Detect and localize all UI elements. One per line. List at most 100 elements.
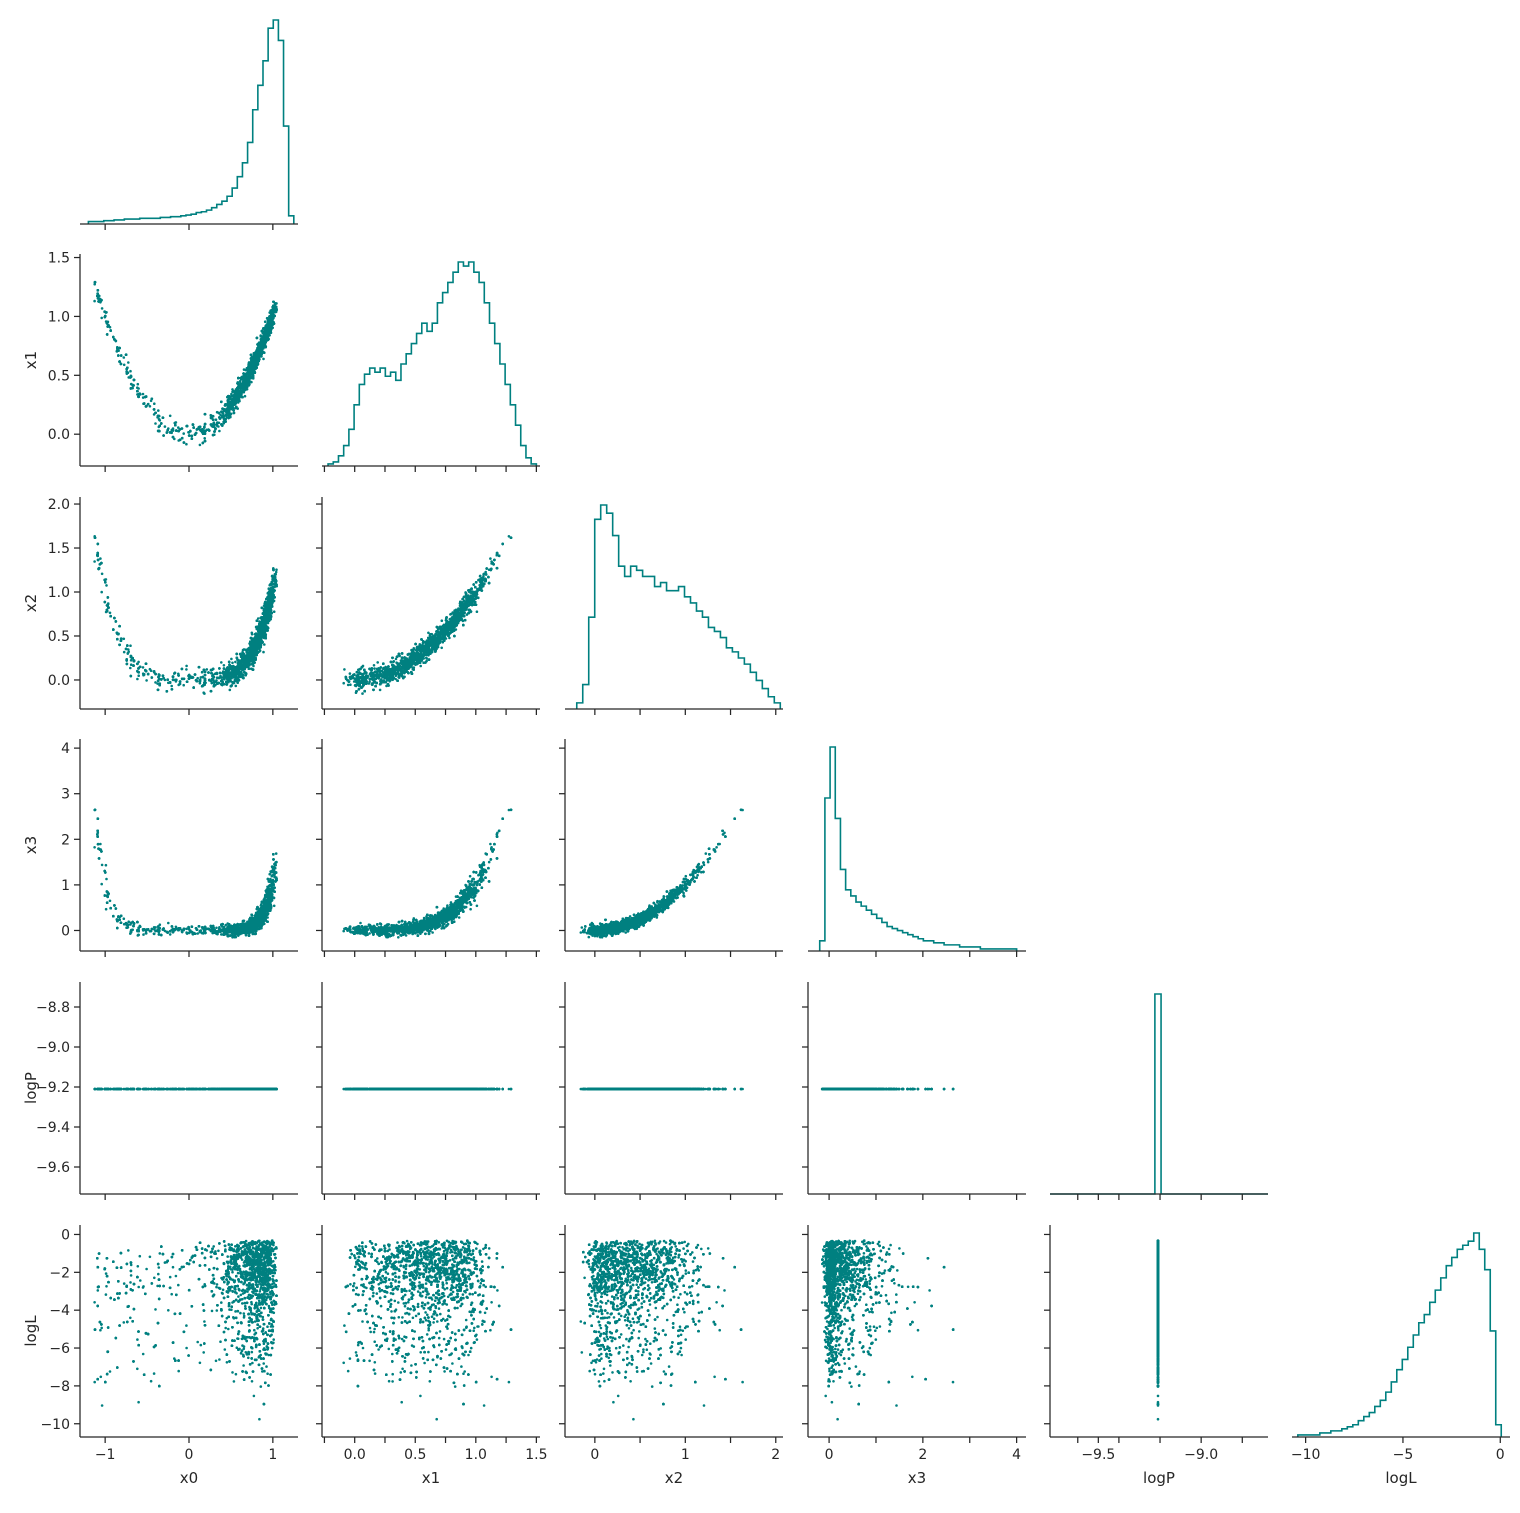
scatter-point bbox=[149, 399, 153, 403]
histogram-x0 bbox=[87, 19, 295, 224]
scatter-point bbox=[154, 422, 157, 425]
scatter-point bbox=[137, 395, 140, 399]
scatter-point bbox=[157, 409, 160, 412]
scatter-point bbox=[228, 415, 232, 418]
scatter-point bbox=[105, 584, 108, 587]
scatter-point bbox=[97, 294, 101, 298]
scatter-point bbox=[272, 304, 275, 308]
scatter-point bbox=[226, 398, 230, 402]
scatter-point bbox=[228, 688, 232, 692]
scatter-point bbox=[264, 337, 267, 340]
scatter-point bbox=[221, 411, 224, 415]
scatter-point bbox=[100, 307, 104, 310]
scatter-point bbox=[219, 413, 222, 417]
scatter-point bbox=[240, 382, 244, 386]
scatter-point bbox=[258, 344, 261, 347]
scatter-point bbox=[105, 333, 109, 336]
scatter-point bbox=[106, 325, 109, 328]
scatter-point bbox=[168, 414, 172, 418]
scatter-point bbox=[114, 339, 118, 343]
scatter-point bbox=[269, 322, 272, 325]
scatter-point bbox=[200, 428, 204, 431]
scatter-point bbox=[157, 418, 161, 421]
scatter-point bbox=[142, 402, 146, 405]
scatter-point bbox=[261, 339, 264, 342]
scatter-point bbox=[248, 375, 251, 378]
scatter-point bbox=[109, 329, 112, 332]
scatter-point bbox=[168, 431, 172, 434]
scatter-point bbox=[275, 568, 278, 571]
histogram-x1 bbox=[327, 261, 538, 466]
scatter-point bbox=[115, 350, 119, 353]
scatter-point bbox=[201, 441, 205, 445]
scatter-point bbox=[93, 560, 96, 563]
scatter-point bbox=[256, 617, 260, 620]
scatter-point bbox=[237, 399, 240, 403]
scatter-point bbox=[241, 395, 244, 399]
scatter-point bbox=[178, 438, 182, 442]
scatter-point bbox=[242, 376, 245, 380]
scatter-point bbox=[190, 437, 194, 441]
scatter-point bbox=[253, 371, 257, 375]
scatter-point bbox=[266, 317, 270, 320]
scatter-point bbox=[203, 426, 206, 429]
scatter-point bbox=[150, 397, 154, 401]
scatter-point bbox=[185, 424, 189, 428]
scatter-point bbox=[93, 282, 96, 286]
scatter-point bbox=[192, 426, 195, 429]
scatter-point bbox=[232, 408, 235, 412]
scatter-point bbox=[127, 648, 130, 651]
scatter-point bbox=[119, 362, 123, 366]
scatter-point bbox=[237, 376, 240, 380]
scatter-point bbox=[162, 434, 165, 437]
scatter-point bbox=[222, 417, 226, 421]
scatter-point bbox=[262, 650, 265, 654]
scatter-point bbox=[191, 423, 195, 426]
scatter-point bbox=[171, 429, 175, 432]
scatter-point bbox=[131, 383, 134, 387]
scatter-point bbox=[232, 394, 236, 398]
scatter-point bbox=[146, 402, 150, 406]
scatter-point bbox=[217, 676, 220, 680]
scatter-point bbox=[260, 347, 264, 351]
scatter-point bbox=[261, 331, 265, 335]
y-tick-label: 1.0 bbox=[48, 309, 70, 325]
scatter-point bbox=[93, 299, 96, 303]
scatter-point bbox=[171, 435, 175, 439]
scatter-point bbox=[230, 657, 233, 661]
scatter-point bbox=[231, 661, 234, 665]
scatter-point bbox=[222, 664, 226, 667]
scatter-point bbox=[226, 407, 230, 411]
scatter-point bbox=[257, 341, 261, 345]
scatter-point bbox=[255, 355, 259, 358]
scatter-point bbox=[145, 679, 148, 682]
scatter-point bbox=[105, 322, 109, 325]
panel-x0-x0 bbox=[80, 19, 298, 230]
scatter-point bbox=[118, 346, 121, 350]
scatter-point bbox=[99, 557, 102, 560]
scatter-point bbox=[125, 367, 128, 371]
scatter-point bbox=[272, 300, 275, 304]
scatter-point bbox=[245, 382, 249, 386]
scatter-point bbox=[240, 389, 243, 393]
scatter-point bbox=[241, 648, 245, 652]
scatter-point bbox=[185, 442, 188, 446]
scatter-point bbox=[129, 666, 132, 670]
scatter-point bbox=[198, 425, 202, 429]
scatter-point bbox=[100, 316, 103, 320]
scatter-point bbox=[262, 335, 265, 338]
scatter-point bbox=[122, 650, 126, 654]
scatter-point bbox=[118, 360, 121, 363]
scatter-point bbox=[202, 691, 205, 694]
scatter-point bbox=[129, 387, 133, 390]
scatter-point bbox=[165, 431, 169, 434]
scatter-point bbox=[220, 400, 223, 404]
scatter-point bbox=[141, 666, 145, 669]
scatter-point bbox=[272, 610, 276, 613]
scatter-point bbox=[263, 320, 267, 324]
scatter-point bbox=[269, 318, 273, 321]
y-axis-label-x1: x1 bbox=[22, 351, 40, 369]
scatter-point bbox=[274, 305, 278, 309]
scatter-point bbox=[205, 668, 209, 671]
scatter-point bbox=[96, 292, 99, 296]
